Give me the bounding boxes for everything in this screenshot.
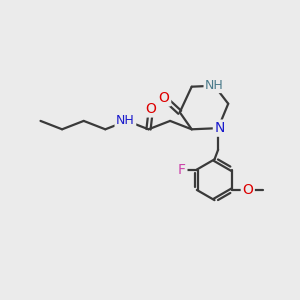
Text: NH: NH (205, 79, 224, 92)
Text: O: O (159, 91, 170, 105)
Text: O: O (146, 102, 156, 116)
Text: NH: NH (116, 114, 135, 128)
Text: N: N (214, 121, 225, 135)
Text: O: O (242, 183, 253, 197)
Text: F: F (178, 163, 186, 177)
